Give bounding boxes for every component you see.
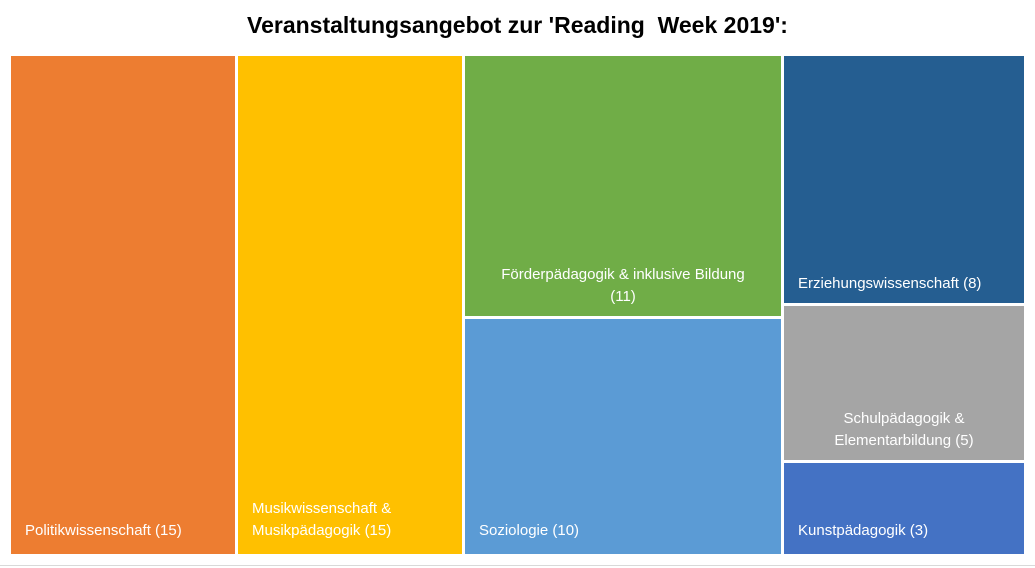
treemap-tile-label-schul: Schulpädagogik & Elementarbildung (5) (784, 408, 1024, 452)
treemap-tile-foerder: Förderpädagogik & inklusive Bildung (11) (465, 56, 781, 316)
treemap-tile-politik: Politikwissenschaft (15) (11, 56, 235, 554)
tile-label-line: Politikwissenschaft (15) (25, 522, 182, 539)
bottom-divider (0, 565, 1035, 566)
tile-label-line: Musikwissenschaft & (252, 500, 392, 517)
treemap-tile-label-erziehung: Erziehungswissenschaft (8) (798, 273, 981, 295)
treemap-tile-erziehung: Erziehungswissenschaft (8) (784, 56, 1024, 303)
treemap-tile-soziologie: Soziologie (10) (465, 319, 781, 554)
treemap-tile-schul: Schulpädagogik & Elementarbildung (5) (784, 306, 1024, 460)
tile-label-line: Förderpädagogik & inklusive Bildung (501, 266, 745, 283)
tile-label-line: (11) (610, 288, 636, 305)
treemap-tile-musik: Musikwissenschaft & Musikpädagogik (15) (238, 56, 462, 554)
tile-label-line: Soziologie (10) (479, 522, 580, 539)
treemap-tile-label-politik: Politikwissenschaft (15) (25, 520, 182, 542)
chart-title: Veranstaltungsangebot zur 'Reading Week … (247, 12, 788, 38)
treemap-tile-label-soziologie: Soziologie (10) (479, 520, 579, 542)
tile-label-line: Musikpädagogik (15) (252, 522, 392, 539)
treemap-tile-label-kunst: Kunstpädagogik (3) (798, 520, 928, 542)
tile-label-line: Elementarbildung (5) (834, 432, 974, 449)
tile-label-line: Kunstpädagogik (3) (798, 522, 929, 539)
tile-label-line: Schulpädagogik & (843, 410, 965, 427)
tile-label-line: Erziehungswissenschaft (8) (798, 275, 982, 292)
treemap-tile-kunst: Kunstpädagogik (3) (784, 463, 1024, 554)
treemap-tile-label-foerder: Förderpädagogik & inklusive Bildung (11) (465, 264, 781, 308)
treemap-tile-label-musik: Musikwissenschaft & Musikpädagogik (15) (252, 498, 391, 542)
